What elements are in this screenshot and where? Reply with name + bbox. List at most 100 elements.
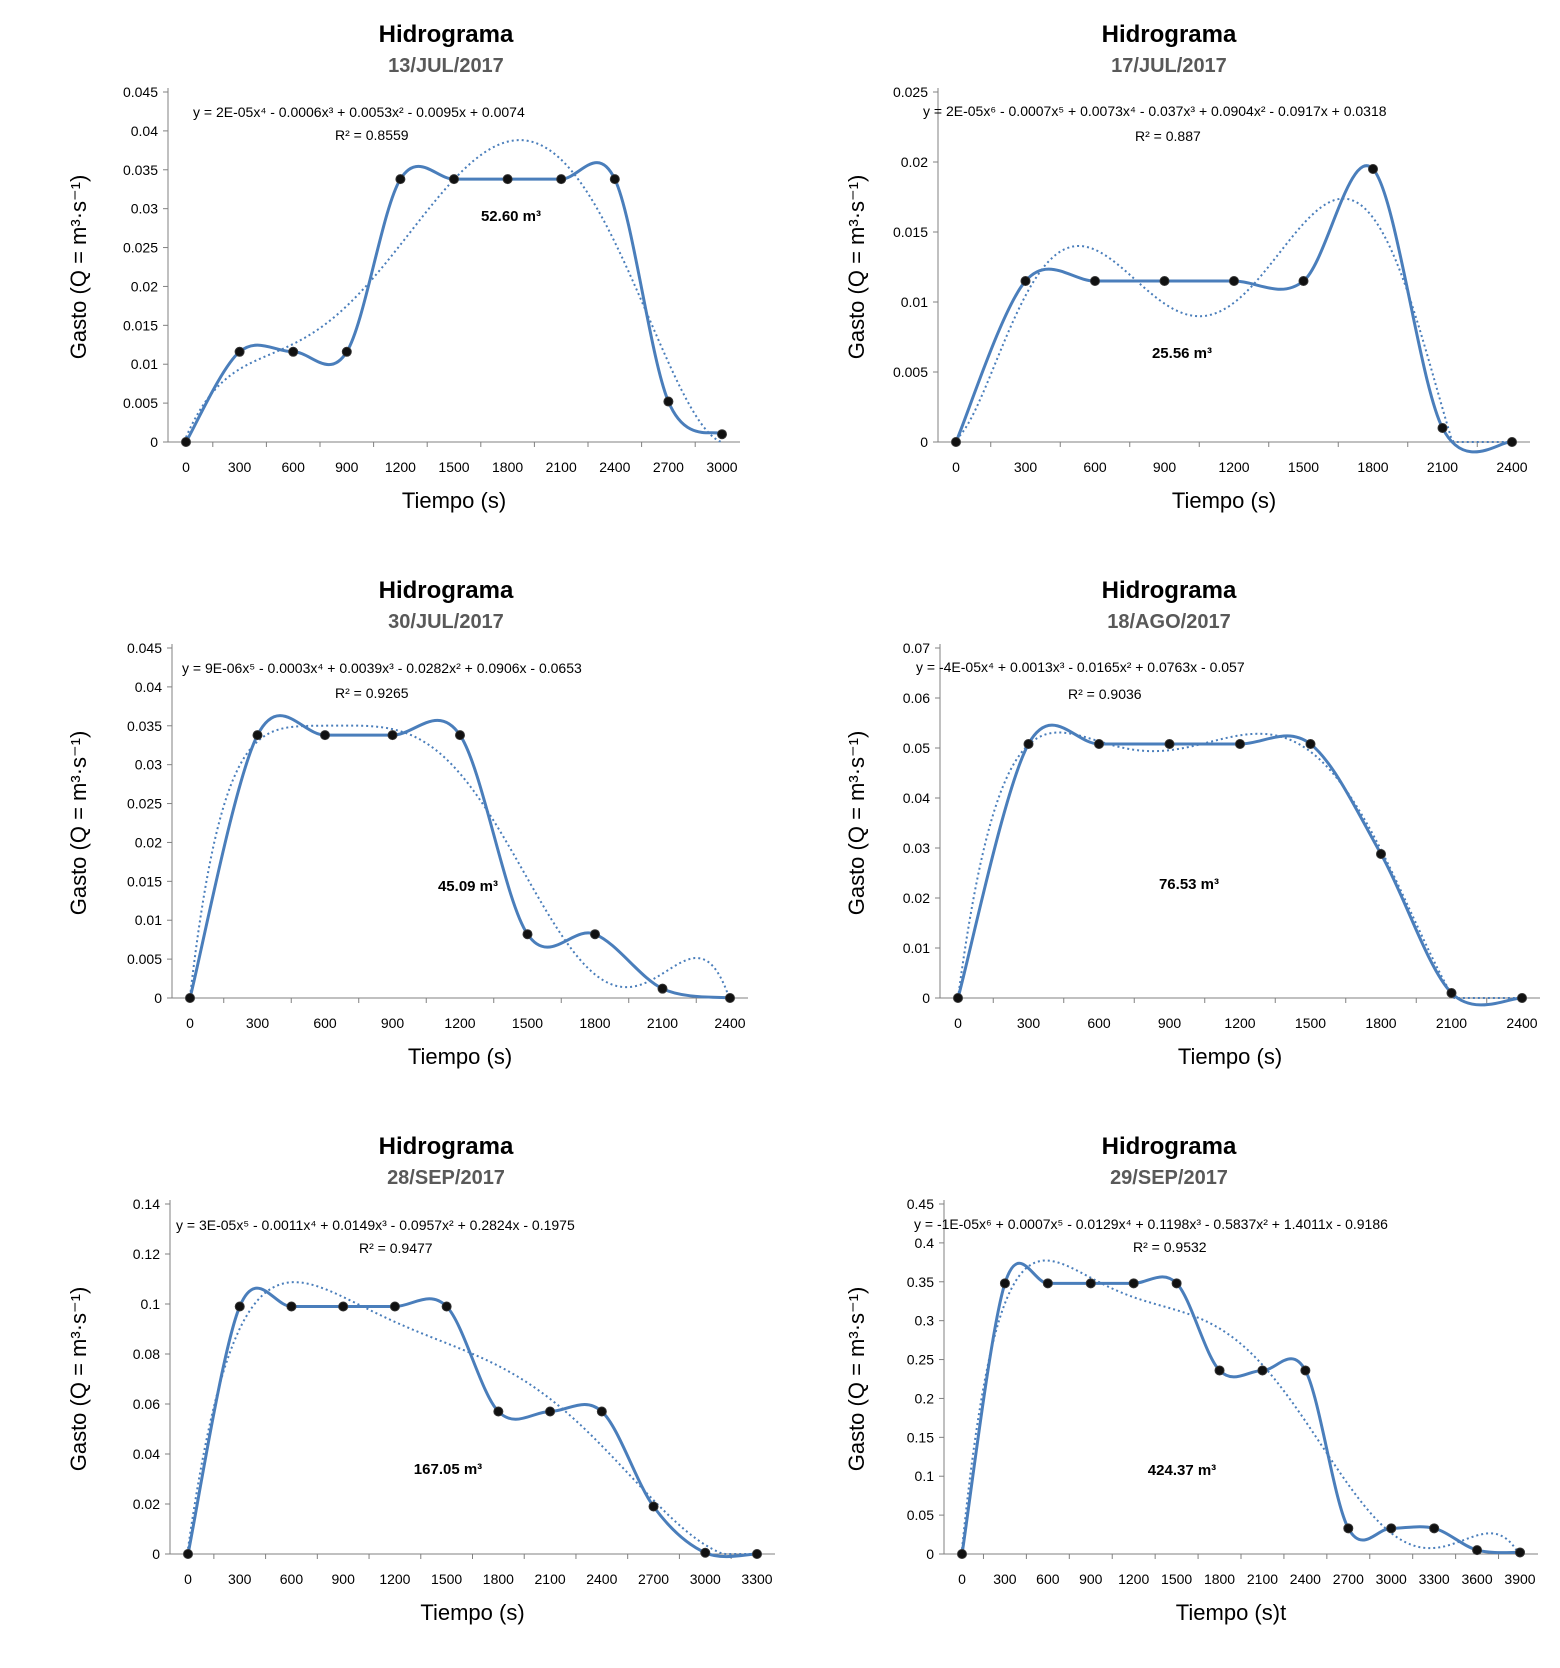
hydrograph-series-line: [960, 1261, 1521, 1555]
data-point: [341, 346, 352, 357]
x-tick-label: 0: [952, 459, 960, 475]
hydrograph-svg: Hidrograma 13/JUL/2017 0 0.005 0.01 0.015 0.02…: [66, 21, 740, 513]
x-tick-label: 1200: [385, 459, 416, 475]
y-tick-label: 0.01: [901, 294, 928, 310]
data-point: [1257, 1365, 1268, 1376]
data-point: [1368, 164, 1378, 174]
x-axis-label: Tiempo (s): [420, 1600, 524, 1625]
y-axis-label: Gasto (Q = m³·s⁻¹): [66, 1287, 91, 1472]
trendline-equation: y = -1E-05x⁶ + 0.0007x⁵ - 0.0129x⁴ + 0.1…: [914, 1216, 1388, 1232]
data-point: [288, 346, 299, 357]
y-tick-label: 0.02: [135, 834, 162, 850]
x-tick-label: 3600: [1461, 1571, 1492, 1587]
data-point: [1159, 276, 1170, 286]
y-tick-label: 0.015: [893, 224, 928, 240]
hydrograph-svg: Hidrograma 17/JUL/2017 0 0.005 0.01 0.015 0.02…: [844, 21, 1530, 513]
x-tick-label: 900: [381, 1015, 405, 1031]
volume-label: 45.09 m³: [438, 878, 498, 895]
y-tick-label: 0.14: [133, 1196, 160, 1212]
x-tick-label: 2700: [653, 459, 684, 475]
data-point: [493, 1406, 504, 1417]
hydrograph-svg: Hidrograma 18/AGO/2017 0 0.01 0.02 0.03 0.04 0.…: [844, 577, 1540, 1069]
y-tick-label: 0.45: [907, 1196, 934, 1212]
polynomial-trendline: [961, 1259, 1521, 1555]
y-axis-label: Gasto (Q = m³·s⁻¹): [844, 1287, 869, 1472]
x-tick-label: 2100: [1427, 459, 1458, 475]
x-tick-label: 600: [280, 1571, 304, 1587]
data-point: [717, 429, 727, 440]
x-tick-label: 1800: [483, 1571, 514, 1587]
data-point: [252, 730, 263, 741]
data-point: [1305, 739, 1316, 749]
data-point: [1515, 1547, 1525, 1558]
y-tick-label: 0.1: [915, 1468, 935, 1484]
x-tick-label: 2100: [535, 1571, 566, 1587]
data-point: [1437, 423, 1448, 433]
data-point: [181, 437, 191, 447]
y-tick-label: 0.04: [135, 679, 162, 695]
x-tick-label: 2100: [1247, 1571, 1278, 1587]
x-tick-label: 3000: [1376, 1571, 1407, 1587]
x-axis-label: Tiempo (s): [1172, 488, 1276, 513]
y-axis-label: Gasto (Q = m³·s⁻¹): [66, 731, 91, 916]
x-tick-label: 1200: [444, 1015, 475, 1031]
x-tick-label: 300: [1017, 1015, 1041, 1031]
y-axis-label: Gasto (Q = m³·s⁻¹): [66, 175, 91, 360]
data-point: [1386, 1523, 1397, 1534]
y-tick-label: 0.03: [135, 757, 162, 773]
y-tick-label: 0.01: [131, 356, 158, 372]
y-tick-label: 0.25: [907, 1352, 934, 1368]
data-point: [700, 1547, 711, 1558]
x-tick-label: 300: [228, 459, 252, 475]
data-point: [1343, 1523, 1354, 1534]
hydrograph-panel-5: Hidrograma 28/SEP/2017 0 0.02 0.04 0.06 0.08 0.…: [0, 1112, 780, 1668]
y-tick-label: 0.06: [903, 690, 930, 706]
r-squared-label: R² = 0.9532: [1133, 1239, 1207, 1255]
data-point: [185, 993, 195, 1003]
data-point: [725, 993, 735, 1003]
chart-subtitle: 28/SEP/2017: [387, 1167, 505, 1189]
y-tick-label: 0.02: [901, 154, 928, 170]
data-point: [1094, 739, 1104, 749]
data-point: [648, 1501, 659, 1512]
data-point: [1023, 739, 1034, 749]
x-tick-label: 1200: [1224, 1015, 1255, 1031]
data-point: [545, 1406, 556, 1417]
y-tick-label: 0.08: [133, 1346, 160, 1362]
x-tick-label: 2400: [586, 1571, 617, 1587]
x-tick-label: 1800: [1357, 459, 1388, 475]
x-tick-label: 900: [1158, 1015, 1182, 1031]
r-squared-label: R² = 0.9265: [335, 685, 409, 701]
data-point: [387, 730, 398, 741]
data-point: [1214, 1365, 1225, 1376]
data-point: [951, 437, 961, 447]
x-tick-label: 900: [1153, 459, 1177, 475]
y-tick-label: 0.01: [903, 940, 930, 956]
data-point: [953, 993, 963, 1003]
x-tick-label: 0: [954, 1015, 962, 1031]
x-tick-label: 1800: [492, 459, 523, 475]
data-point: [1446, 988, 1457, 998]
y-tick-label: 0.005: [127, 951, 162, 967]
chart-title: Hidrograma: [1102, 21, 1237, 48]
data-point: [502, 174, 513, 185]
data-point: [1507, 437, 1517, 447]
hydrograph-series-line: [184, 161, 723, 443]
hydrograph-panel-6: Hidrograma 29/SEP/2017 0 0.05 0.1 0.15 0.2 0.25…: [780, 1112, 1560, 1668]
y-tick-label: 0.02: [131, 278, 158, 294]
x-tick-label: 1500: [431, 1571, 462, 1587]
y-tick-label: 0.1: [141, 1296, 161, 1312]
x-axis-label: Tiempo (s): [408, 1044, 512, 1069]
data-point: [455, 730, 465, 741]
x-tick-label: 3900: [1504, 1571, 1535, 1587]
y-tick-label: 0: [154, 990, 162, 1006]
y-tick-label: 0.025: [893, 84, 928, 100]
chart-title: Hidrograma: [1102, 577, 1237, 604]
r-squared-label: R² = 0.9036: [1068, 686, 1142, 702]
x-tick-label: 600: [282, 459, 306, 475]
x-tick-label: 900: [332, 1571, 356, 1587]
y-tick-label: 0.005: [893, 364, 928, 380]
y-tick-label: 0.02: [133, 1496, 160, 1512]
x-tick-label: 3000: [706, 459, 737, 475]
x-axis-label: Tiempo (s): [1178, 1044, 1282, 1069]
